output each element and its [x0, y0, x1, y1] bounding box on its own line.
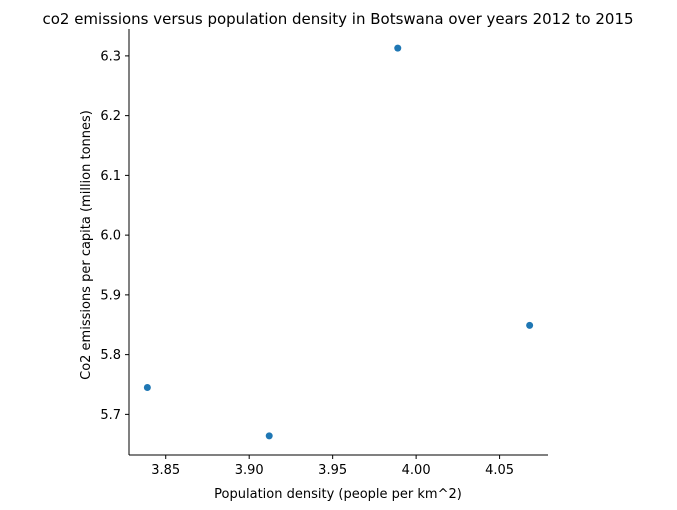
y-ticks: 5.7 5.8 5.9 6.0 6.1 6.2 6.3 [100, 49, 129, 423]
data-point [143, 383, 151, 391]
y-tick-label: 5.9 [100, 288, 121, 303]
x-tick-label: 3.90 [235, 463, 264, 478]
data-point [526, 321, 534, 329]
x-tick-label: 3.85 [151, 463, 180, 478]
y-tick-label: 6.3 [100, 49, 121, 64]
y-tick-label: 5.7 [100, 408, 121, 423]
y-tick-label: 6.1 [100, 169, 121, 184]
x-tick-label: 4.00 [402, 463, 431, 478]
x-axis-label: Population density (people per km^2) [214, 487, 462, 502]
data-point [265, 432, 273, 440]
data-points [143, 44, 534, 440]
y-axis-label: Co2 emissions per capita (million tonnes… [79, 110, 94, 380]
y-tick-label: 6.2 [100, 109, 121, 124]
y-tick-label: 5.8 [100, 348, 121, 363]
x-tick-label: 4.05 [485, 463, 514, 478]
chart-title: co2 emissions versus population density … [42, 10, 633, 28]
x-ticks: 3.85 3.90 3.95 4.00 4.05 [151, 455, 514, 478]
plot-area: 3.85 3.90 3.95 4.00 4.05 5.7 5.8 5.9 6.0 6.1 6.2 6… [100, 29, 548, 478]
y-tick-label: 6.0 [100, 229, 121, 244]
x-tick-label: 3.95 [318, 463, 347, 478]
data-point [394, 44, 402, 52]
